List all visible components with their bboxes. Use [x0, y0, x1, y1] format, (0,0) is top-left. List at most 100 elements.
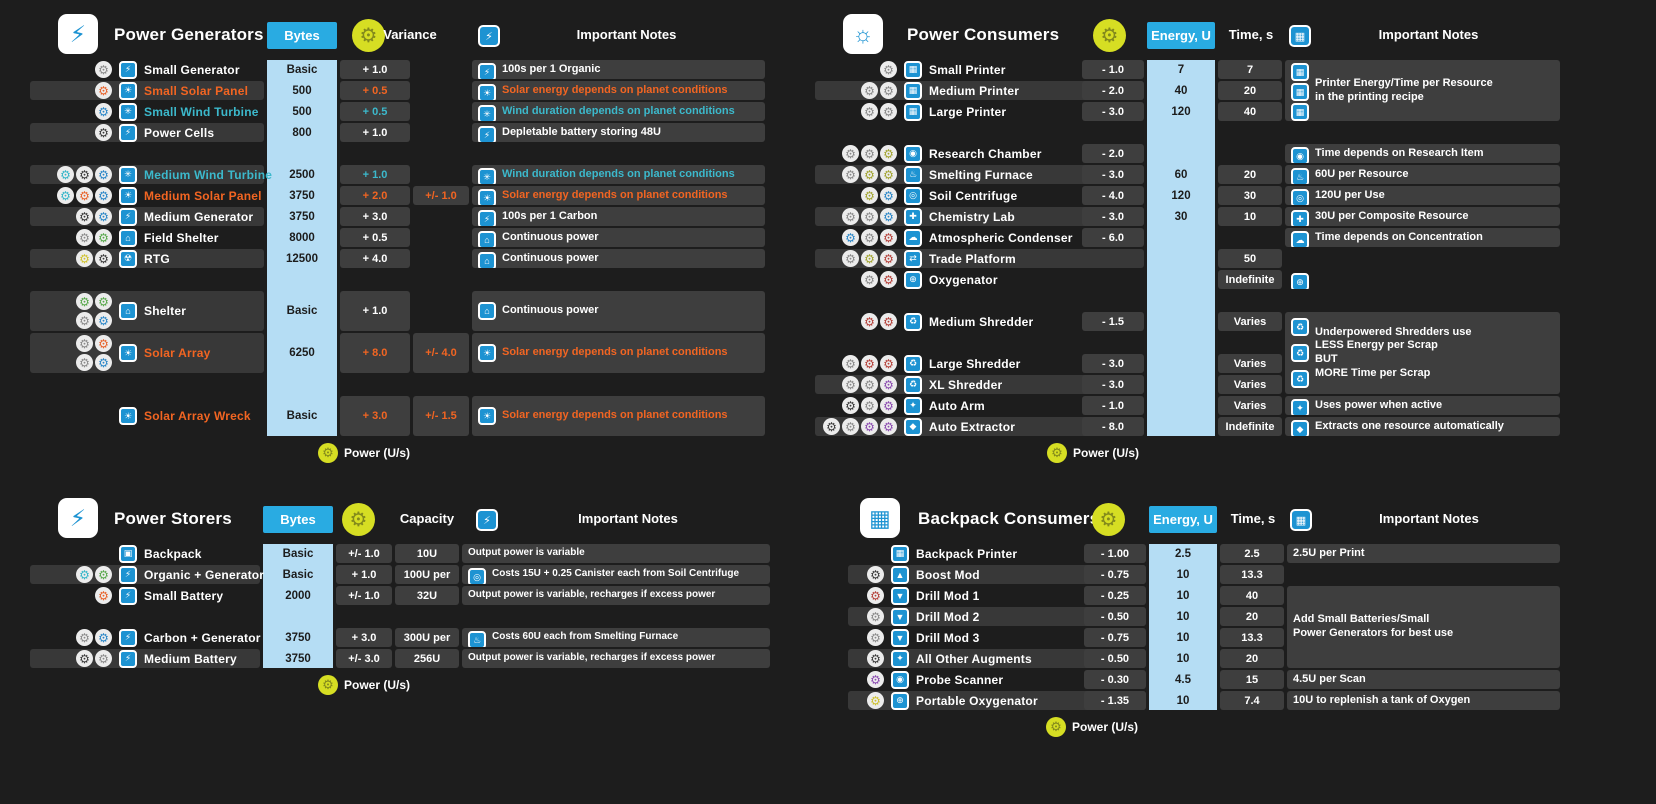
resource-icon: ⚙	[95, 187, 112, 204]
item-icon-cell: ⚡	[119, 565, 141, 584]
resource-icon: ⚙	[95, 354, 112, 371]
note: ☀ Solar energy depends on planet conditio…	[472, 333, 765, 373]
note-text: 120U per Use	[1315, 188, 1385, 201]
item-name: Large Printer	[929, 104, 1007, 119]
note-icons: ☁	[1291, 229, 1309, 247]
solar-icon: ☀	[119, 407, 137, 425]
item-icon-cell: ▣	[119, 544, 141, 563]
note: ⌂ Continuous power	[472, 228, 765, 247]
note-text: 10U to replenish a tank of Oxygen	[1293, 693, 1471, 706]
item-name: Oxygenator	[929, 272, 998, 287]
item-icon-cell: ⊕	[904, 270, 926, 289]
note: Add Small Batteries/Small Power Generato…	[1287, 586, 1560, 668]
generator-icon: ⚡	[478, 210, 496, 226]
energy-value: - 6.0	[1082, 228, 1144, 247]
variance-range-value	[413, 81, 469, 100]
centrifuge-icon: ◎	[904, 186, 922, 205]
resource-icons: ⚙	[848, 649, 888, 668]
generator-icon: ⚡	[119, 628, 137, 647]
resource-icon: ⚙	[842, 376, 859, 393]
resource-icon: ⚙	[76, 650, 93, 667]
item-icon-cell: ▼	[891, 586, 913, 605]
wind-icon: ✳	[119, 102, 137, 121]
power-generators-header: ⚡ Power Generators Bytes ⚙ Variance ⚡ Im…	[30, 12, 765, 60]
note: ☁ Time depends on Concentration	[1285, 228, 1560, 247]
resource-icon: ⚙	[880, 166, 897, 183]
resource-icon: ⚙	[76, 250, 93, 267]
time-value: 40	[1220, 586, 1284, 605]
note: ✚ 30U per Composite Resource	[1285, 207, 1560, 226]
printer-icon: ▦	[1291, 103, 1309, 121]
variance-value: + 1.0	[340, 60, 410, 79]
note-text: Costs 15U + 0.25 Canister each from Soil…	[492, 568, 740, 580]
resource-icon: ⚙	[880, 229, 897, 246]
time-value: 15	[1220, 670, 1284, 689]
row-background	[848, 649, 1146, 668]
power-cells-icon: ⚡	[478, 126, 496, 142]
note-text: Costs 60U each from Smelting Furnace	[492, 631, 679, 643]
time-value	[1218, 228, 1282, 247]
item-icon-cell: ⇄	[904, 249, 926, 268]
note-text: Continuous power	[502, 230, 599, 243]
research-icon: ◉	[1291, 147, 1309, 163]
time-value: 20	[1218, 165, 1282, 184]
resource-icons: ⚙ ⚙	[30, 228, 116, 247]
energy-value: - 0.30	[1084, 670, 1146, 689]
resource-icon: ⚙	[880, 145, 897, 162]
note: ⚡ 100s per 1 Organic	[472, 60, 765, 79]
variance-range-value	[413, 102, 469, 121]
energy-value: - 1.5	[1082, 312, 1144, 331]
oxygenator-icon: ⊕	[891, 691, 909, 710]
resource-icon: ⚙	[861, 355, 878, 372]
resource-icons: ⚙ ⚙ ⚙ ⚙	[30, 291, 116, 331]
auto-arm-icon: ✦	[1291, 399, 1309, 415]
power-generators-rows: ⚙ ⚡ Small Generator Basic + 1.0 ⚙ ☀ Small Solar…	[30, 60, 765, 436]
bytes-value: Basic	[286, 410, 318, 422]
bytes-value: 3750	[285, 631, 311, 644]
resource-icon: ⚙	[842, 418, 859, 435]
resource-icon: ⚙	[95, 650, 112, 667]
time-value: Varies	[1218, 375, 1282, 394]
furnace-icon: ♨	[904, 165, 922, 184]
shredder-icon: ♻	[904, 354, 922, 373]
generator-icon: ⚡	[478, 63, 496, 79]
note-icons: ⌂	[478, 229, 496, 247]
resource-icon: ⚙	[867, 692, 884, 709]
resource-icon: ⚙	[867, 629, 884, 646]
resource-icons: ⚙ ⚙	[815, 186, 901, 205]
item-name: Medium Shredder	[929, 314, 1034, 329]
printer-icon: ▦	[904, 60, 922, 79]
item-name: Auto Arm	[929, 398, 985, 413]
resource-icon: ⚙	[95, 103, 112, 120]
important-notes-header: Important Notes	[1378, 27, 1479, 42]
power-icon: ⚙	[1047, 443, 1067, 463]
energy-value: - 1.0	[1082, 396, 1144, 415]
augment-icon: ✦	[891, 649, 909, 668]
backpack-icon: ▦	[860, 498, 900, 538]
resource-icon: ⚙	[867, 671, 884, 688]
power-storers-table: ⚡ Power Storers Bytes ⚙ Capacity ⚡ Impor…	[30, 496, 770, 695]
item-icon-cell: ◉	[891, 670, 913, 689]
note-icons: ♻ ♻ ♻	[1291, 313, 1309, 393]
note-text: Output power is variable, recharges if e…	[468, 652, 716, 664]
resource-icon: ⚙	[95, 566, 112, 583]
drill-icon: ▼	[891, 628, 909, 647]
note-icons: ◆	[1291, 418, 1309, 436]
item-name: Medium Solar Panel	[144, 188, 262, 203]
shredder-icon: ♻	[1291, 318, 1309, 336]
oxygenator-icon: ⊕	[1291, 273, 1309, 289]
resource-icon: ⚙	[76, 293, 93, 310]
resource-icon: ⚙	[76, 229, 93, 246]
item-icon-cell: ▦	[904, 81, 926, 100]
note-icons: ✦	[1291, 397, 1309, 415]
research-icon: ◉	[904, 144, 922, 163]
time-column-header: Time, s	[1228, 27, 1274, 42]
note-text: 2.5U per Print	[1293, 546, 1365, 559]
note-text: Add Small Batteries/Small Power Generato…	[1293, 613, 1454, 639]
drill-icon: ▼	[891, 586, 909, 605]
item-icon-cell: ⚡	[119, 586, 141, 605]
note-text: Solar energy depends on planet condition…	[502, 346, 728, 359]
variance-value: +/- 1.0	[336, 586, 392, 605]
resource-icons	[848, 544, 888, 563]
bytes-value: Basic	[286, 305, 318, 317]
